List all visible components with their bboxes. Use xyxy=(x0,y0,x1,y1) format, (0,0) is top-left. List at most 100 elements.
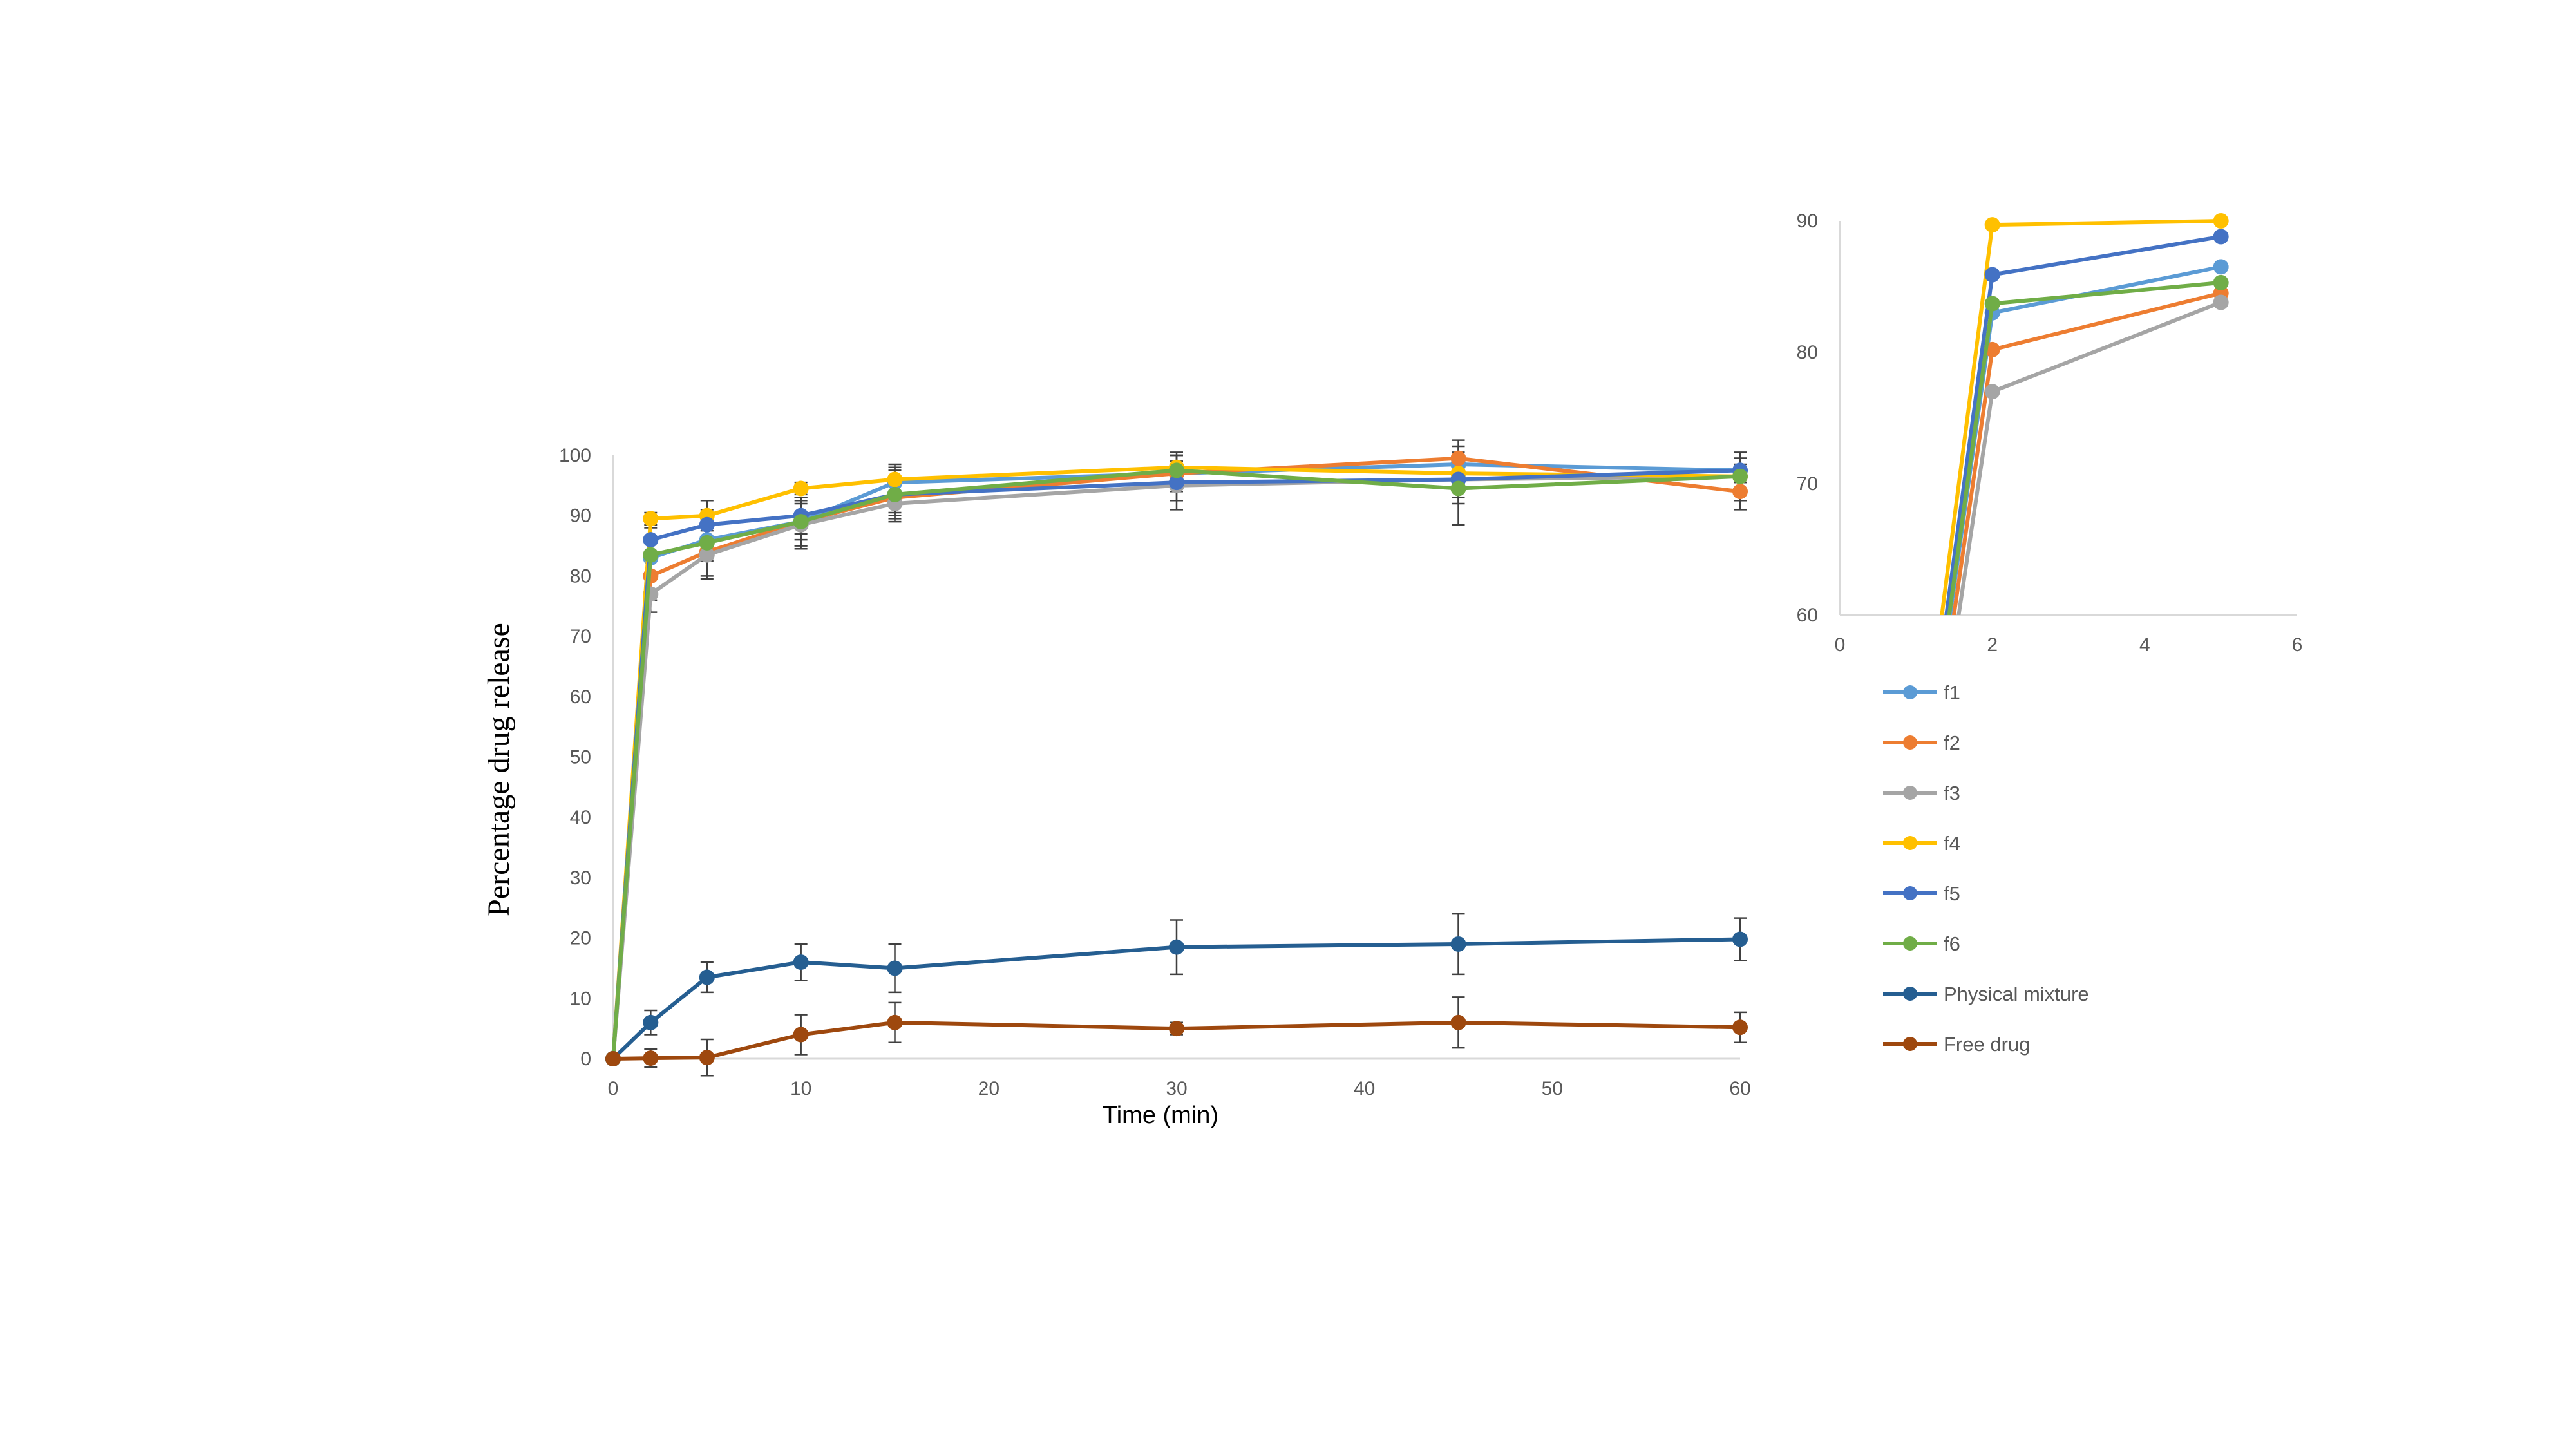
x-axis-title: Time (min) xyxy=(1103,1102,1218,1129)
inset-point-f1 xyxy=(2213,259,2229,275)
y-tick-label: 0 xyxy=(580,1048,591,1070)
main-tick-labels: 0 10 20 30 40 50 60 70 80 90 100 0 10 20 30 40 50 60 xyxy=(559,445,1751,1099)
inset-x-tick-label: 2 xyxy=(1987,634,1998,656)
legend-label: f6 xyxy=(1944,933,1960,955)
legend-label: f2 xyxy=(1944,732,1960,754)
point-f5 xyxy=(643,532,659,548)
y-tick-label: 90 xyxy=(570,506,591,527)
y-axis-title: Percentage drug release xyxy=(482,623,516,916)
point-free-drug xyxy=(1169,1021,1184,1037)
point-free-drug xyxy=(1732,1019,1748,1036)
point-physical-mixture xyxy=(699,969,715,985)
inset-y-tick-label: 60 xyxy=(1797,605,1818,626)
inset-line-f3 xyxy=(1956,300,2222,615)
point-free-drug xyxy=(643,1050,659,1066)
legend-label: f3 xyxy=(1944,782,1960,804)
x-tick-label: 20 xyxy=(978,1078,999,1099)
legend-item-f6: f6 xyxy=(1883,933,1960,955)
legend: f1 f2 f3 f4 f5 f6 Physical mixture Free drug xyxy=(1883,681,2089,1056)
inset-x-tick-label: 4 xyxy=(2139,634,2150,656)
legend-swatch-marker xyxy=(1903,987,1917,1001)
y-tick-label: 50 xyxy=(570,747,591,768)
inset-y-tick-label: 80 xyxy=(1797,342,1818,363)
point-f5 xyxy=(699,516,715,533)
inset-point-f5 xyxy=(1984,267,2000,283)
inset-line-f2 xyxy=(1952,291,2222,615)
inset-y-tick-label: 70 xyxy=(1797,473,1818,495)
point-physical-mixture xyxy=(643,1014,659,1030)
x-tick-label: 0 xyxy=(608,1078,619,1099)
inset-y-tick-label: 90 xyxy=(1797,211,1818,232)
main-series-lines xyxy=(605,450,1748,1066)
point-f6 xyxy=(643,547,659,563)
x-tick-label: 10 xyxy=(790,1078,811,1099)
point-free-drug xyxy=(699,1050,715,1066)
inset-x-tick-label: 0 xyxy=(1835,634,1846,656)
inset-point-f3 xyxy=(1984,384,2000,400)
point-f6 xyxy=(887,486,903,502)
point-physical-mixture xyxy=(793,954,809,971)
point-f4 xyxy=(643,511,659,527)
legend-label: f5 xyxy=(1944,882,1960,905)
point-physical-mixture xyxy=(1732,931,1748,947)
series-line-physical-mixture xyxy=(611,937,1741,1061)
point-f4 xyxy=(887,471,903,488)
legend-item-free-drug: Free drug xyxy=(1883,1033,2030,1056)
inset-point-f3 xyxy=(2213,294,2229,310)
main-error-bars xyxy=(644,439,1747,1077)
y-tick-label: 60 xyxy=(570,687,591,708)
legend-item-f1: f1 xyxy=(1883,681,1960,704)
y-tick-label: 10 xyxy=(570,988,591,1009)
legend-swatch-marker xyxy=(1903,1037,1917,1051)
x-tick-label: 50 xyxy=(1542,1078,1563,1099)
point-f4 xyxy=(793,480,809,497)
legend-swatch-marker xyxy=(1903,836,1917,850)
point-f2 xyxy=(1732,484,1748,500)
y-tick-label: 100 xyxy=(559,445,591,466)
y-tick-label: 80 xyxy=(570,565,591,587)
legend-item-f2: f2 xyxy=(1883,732,1960,754)
legend-swatch-marker xyxy=(1903,735,1917,750)
point-free-drug xyxy=(1450,1014,1466,1030)
x-tick-label: 30 xyxy=(1166,1078,1187,1099)
inset-line-f1 xyxy=(1948,265,2222,615)
series-line-free-drug xyxy=(612,1020,1741,1061)
legend-swatch-marker xyxy=(1903,786,1917,800)
inset-point-f2 xyxy=(1984,341,2000,357)
series-line-f5 xyxy=(611,468,1741,1059)
main-axes xyxy=(612,455,1740,1060)
inset-line-f4 xyxy=(1940,219,2221,615)
point-f2 xyxy=(1450,450,1466,466)
legend-item-physical-mixture: Physical mixture xyxy=(1883,983,2089,1005)
point-free-drug xyxy=(793,1027,809,1043)
series-line-f6 xyxy=(611,468,1741,1059)
main-release-chart: 0 10 20 30 40 50 60 70 80 90 100 0 10 20 30 40 50 60 Time… xyxy=(482,439,1751,1129)
point-free-drug xyxy=(605,1051,621,1066)
inset-plot-area xyxy=(1940,213,2229,615)
inset-axes xyxy=(1839,221,2297,616)
point-physical-mixture xyxy=(887,960,903,976)
series-line-f1 xyxy=(611,462,1741,1059)
point-f6 xyxy=(1732,468,1748,484)
legend-item-f5: f5 xyxy=(1883,882,1960,905)
point-f6 xyxy=(1450,480,1466,497)
inset-tick-labels: 60 70 80 90 0 2 4 6 xyxy=(1797,211,2303,656)
series-line-f4 xyxy=(611,465,1741,1059)
point-f6 xyxy=(699,535,715,551)
y-tick-label: 30 xyxy=(570,867,591,889)
point-f6 xyxy=(1169,462,1184,478)
legend-label: Physical mixture xyxy=(1944,983,2089,1005)
point-free-drug xyxy=(887,1014,903,1030)
x-tick-label: 60 xyxy=(1729,1078,1750,1099)
x-tick-label: 40 xyxy=(1354,1078,1375,1099)
point-physical-mixture xyxy=(1169,939,1184,955)
inset-point-f6 xyxy=(1984,296,2000,312)
point-f5 xyxy=(1169,475,1184,491)
legend-swatch-marker xyxy=(1903,886,1917,900)
point-physical-mixture xyxy=(1450,936,1466,952)
y-tick-label: 20 xyxy=(570,928,591,949)
legend-label: f4 xyxy=(1944,832,1960,855)
legend-swatch-marker xyxy=(1903,936,1917,951)
y-tick-label: 40 xyxy=(570,807,591,828)
